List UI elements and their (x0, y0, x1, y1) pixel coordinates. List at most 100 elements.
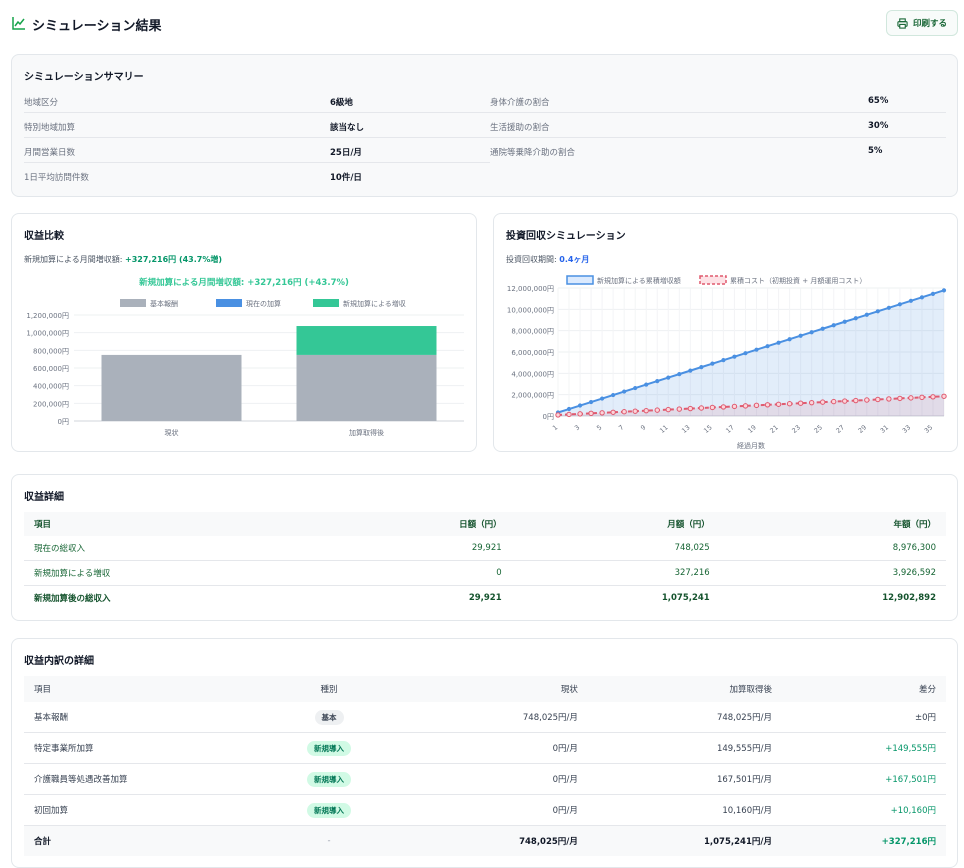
print-button[interactable]: 印刷する (886, 10, 958, 36)
data-point (566, 411, 572, 418)
data-point (753, 402, 760, 409)
y-tick-label: 8,000,000円 (511, 328, 554, 336)
revenue-bar-chart: 新規加算による月間増収額: +327,216円 (+43.7%) 基本報酬 現在の加… (26, 277, 464, 437)
revenue-increase-label: 新規加算による月間増収額: (24, 255, 123, 264)
column-header: 加算取得後 (587, 676, 782, 702)
summary-label: 1日平均訪問件数 (24, 173, 89, 183)
type-badge: 基本 (314, 709, 344, 725)
data-point (831, 398, 837, 405)
table-cell: 新規導入 (244, 732, 414, 764)
summary-row: 地域区分 6級地 (24, 88, 490, 113)
x-tick-label: 13 (680, 423, 691, 434)
line-chart-icon (12, 17, 25, 30)
table-cell: 0 (319, 560, 512, 586)
data-point (577, 411, 583, 417)
summary-label: 特別地域加算 (24, 123, 76, 133)
table-cell: 748,025 (511, 536, 720, 561)
y-tick-label: 400,000円 (33, 383, 69, 391)
page-header: シミュレーション結果 印刷する (12, 10, 958, 40)
data-point (732, 354, 737, 359)
x-tick-label: 9 (639, 423, 647, 432)
table-cell: 3,926,592 (719, 560, 946, 586)
data-point (930, 291, 936, 296)
data-point (853, 397, 859, 404)
data-point (588, 399, 594, 405)
data-point (808, 399, 815, 406)
x-tick-label: 19 (746, 423, 757, 434)
revenue-breakdown-table: 項目 種別 現状 加算取得後 差分 基本報酬 基本 748,025円/月 748… (24, 676, 946, 856)
data-point (842, 398, 848, 404)
table-total-row: 合計 - 748,025円/月 1,075,241円/月 +327,216円 (24, 825, 946, 856)
data-point (776, 340, 781, 345)
print-button-label: 印刷する (912, 19, 947, 29)
summary-label: 身体介護の割合 (490, 98, 550, 108)
data-point (919, 295, 925, 300)
y-tick-label: 800,000円 (33, 347, 69, 355)
data-point (611, 392, 616, 398)
table-cell: 新規導入 (244, 794, 414, 826)
legend-swatch (566, 275, 594, 285)
data-point (864, 397, 870, 403)
x-tick-label: 7 (617, 423, 625, 432)
table-cell: 748,025円/月 (519, 837, 578, 847)
data-point (864, 312, 869, 317)
legend-label: 新規加算による増収 (343, 299, 406, 308)
x-tick-label: 5 (595, 423, 603, 432)
table-cell: 327,216 (511, 560, 720, 586)
data-point (676, 406, 683, 412)
revenue-details-title: 収益詳細 (24, 492, 64, 503)
table-cell: 新規加算による増収 (24, 560, 320, 586)
x-tick-label: 11 (658, 423, 669, 434)
data-point (842, 319, 847, 324)
data-point (643, 407, 649, 414)
table-cell: 0円/月 (414, 732, 588, 764)
data-point (644, 382, 649, 387)
summary-title: シミュレーションサマリー (24, 72, 144, 83)
table-row: 介護職員等処遇改善加算 新規導入 0円/月 167,501円/月 +167,50… (24, 763, 946, 795)
table-cell: +167,501円 (781, 763, 946, 795)
data-point (809, 330, 814, 335)
x-tick-label: 21 (768, 423, 779, 434)
table-cell: - (327, 836, 331, 846)
data-point (622, 389, 627, 394)
table-cell: 12,902,892 (882, 593, 936, 603)
table-row: 初回加算 新規導入 0円/月 10,160円/月 +10,160円 (24, 794, 946, 826)
table-cell: 基本報酬 (24, 702, 244, 733)
y-tick-label: 1,200,000円 (26, 312, 69, 320)
y-tick-label: 4,000,000円 (511, 370, 554, 378)
y-tick-label: 0円 (58, 418, 69, 426)
page-title: シミュレーション結果 (32, 19, 162, 34)
table-cell: 748,025円/月 (587, 702, 782, 733)
data-point (765, 344, 770, 349)
x-tick-label: 15 (702, 423, 713, 434)
legend-swatch (313, 299, 339, 307)
table-row: 特定事業所加算 新規導入 0円/月 149,555円/月 +149,555円 (24, 732, 946, 764)
table-cell: +327,216円 (881, 837, 936, 847)
table-cell: 149,555円/月 (587, 732, 782, 764)
data-point (941, 393, 947, 399)
column-header: 差分 (781, 676, 946, 702)
type-badge: 新規導入 (307, 771, 351, 787)
table-cell: 29,921 (319, 536, 512, 561)
y-tick-label: 10,000,000円 (507, 306, 554, 314)
summary-label: 地域区分 (24, 98, 59, 108)
legend-label: 累積コスト（初期投資 + 月額運用コスト） (730, 276, 866, 285)
summary-label: 通院等乗降介助の割合 (490, 148, 576, 158)
y-tick-label: 6,000,000円 (511, 349, 554, 357)
x-tick-label: 29 (857, 423, 868, 434)
table-cell: 10,160円/月 (587, 794, 782, 826)
column-header: 項目 (24, 512, 320, 536)
data-point (699, 365, 704, 370)
type-badge: 新規導入 (307, 740, 351, 756)
x-tick-label: 現状 (165, 428, 179, 437)
summary-value: 6級地 (330, 98, 353, 108)
table-cell: +149,555円 (781, 732, 946, 764)
summary-row: 生活援助の割合 30% (490, 113, 946, 138)
legend-swatch (216, 299, 242, 307)
legend-swatch (120, 299, 146, 307)
table-cell: 合計 (34, 837, 52, 847)
table-row: 新規加算による増収 0 327,216 3,926,592 (24, 560, 946, 586)
data-point (754, 347, 759, 352)
y-tick-label: 0円 (543, 413, 554, 421)
y-tick-label: 12,000,000円 (507, 285, 554, 293)
